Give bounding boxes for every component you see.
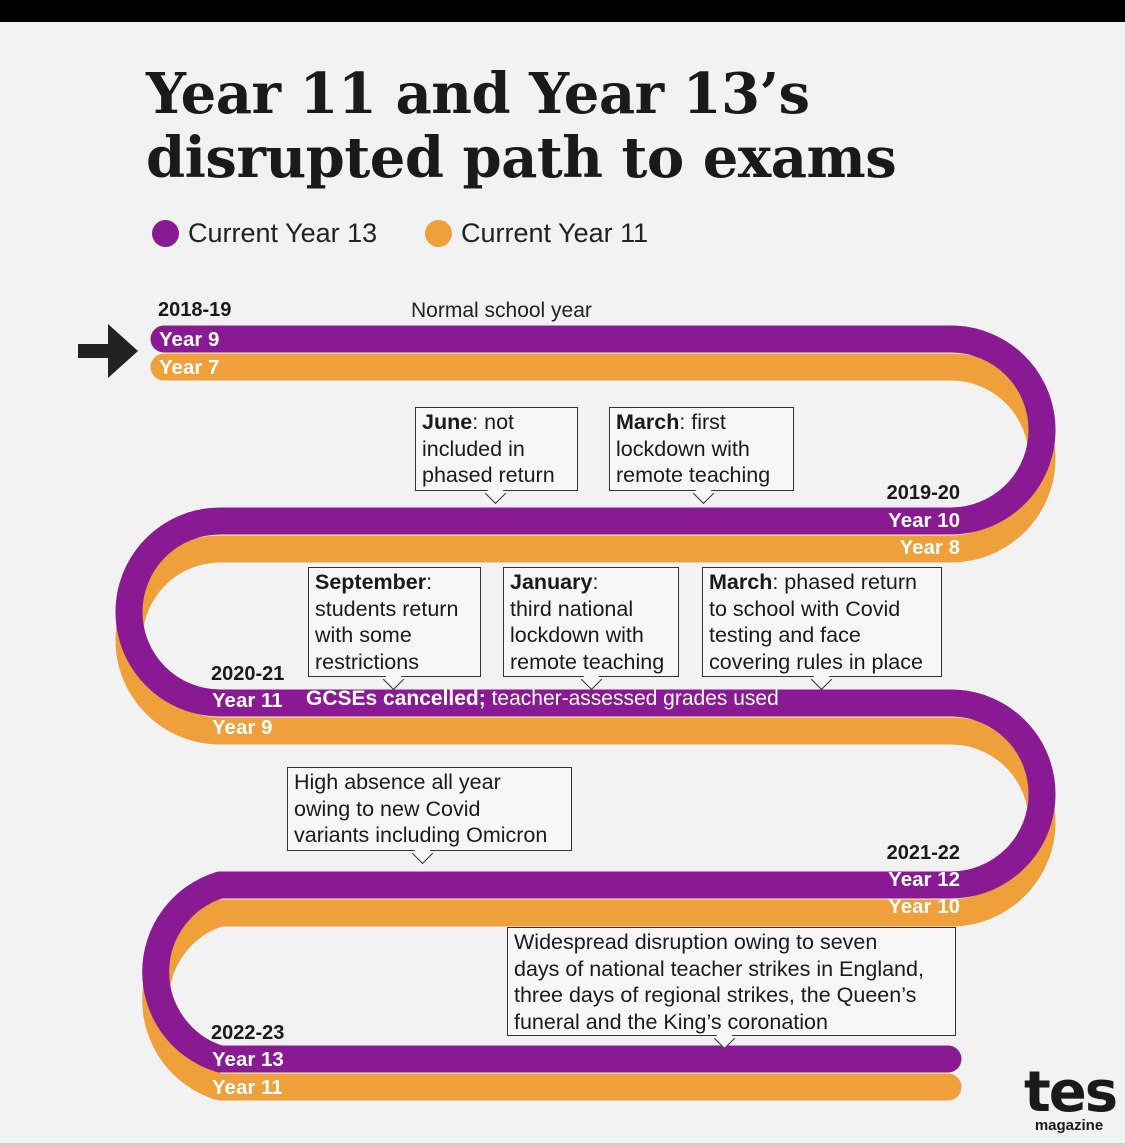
callout-march-phased-return: March: phased return to school with Covi…: [702, 567, 942, 691]
year-label-2022-23: 2022-23: [211, 1022, 285, 1044]
callout-september-line3: with some: [315, 623, 412, 647]
legend-label-year-13: Current Year 13: [188, 218, 378, 248]
callout-march-lockdown: March: first lockdown with remote teachi…: [609, 407, 794, 505]
track-label-year-10-orange: Year 10: [888, 895, 960, 918]
callout-june-line3: phased return: [422, 463, 555, 487]
legend-label-year-11: Current Year 11: [461, 218, 649, 248]
callout-january-line1: :: [592, 570, 599, 594]
callout-march2-line1: : phased return: [772, 570, 917, 594]
bottom-border: [0, 1143, 1125, 1146]
page-title: Year 11 and Year 13’s disrupted path to …: [146, 61, 897, 191]
track-label-year-9-purple: Year 9: [159, 328, 220, 351]
callout-strikes-line4: funeral and the King’s coronation: [514, 1009, 828, 1034]
normal-year-note: Normal school year: [411, 299, 592, 322]
callout-march2-line3: testing and face: [709, 623, 861, 647]
track-label-year-10-purple: Year 10: [888, 509, 960, 532]
callout-strikes-line3: three days of regional strikes, the Quee…: [514, 983, 917, 1007]
purple-path: [115, 325, 1056, 1073]
logo-sub: magazine: [1034, 1117, 1104, 1134]
legend-item-year-11: Current Year 11: [425, 218, 648, 249]
title-line-2: disrupted path to exams: [146, 125, 897, 191]
track-label-year-7-orange: Year 7: [159, 356, 220, 379]
callout-march2-line4: covering rules in place: [709, 649, 923, 674]
callout-march1-bold: March: [616, 410, 680, 434]
year-label-2018-19: 2018-19: [158, 299, 232, 321]
callout-january: January: third national lockdown with re…: [503, 567, 679, 691]
callout-march1-line3: remote teaching: [616, 463, 771, 487]
start-arrow-icon: [78, 324, 138, 378]
gcse-note: GCSEs cancelled; teacher-assessed grades…: [306, 687, 779, 711]
callout-march2-line2: to school with Covid: [709, 596, 901, 621]
callout-march2-bold: March: [709, 570, 773, 594]
callout-strikes: Widespread disruption owing to seven day…: [507, 927, 956, 1050]
callout-january-line2: third national: [510, 596, 634, 621]
title-line-1: Year 11 and Year 13’s: [146, 61, 810, 127]
callout-september-line1: :: [426, 570, 433, 594]
track-label-year-9-orange: Year 9: [212, 716, 273, 739]
callout-march1-line2: lockdown with: [616, 436, 750, 461]
track-label-year-13-purple: Year 13: [212, 1048, 284, 1071]
tes-logo: tes magazine: [1024, 1060, 1118, 1134]
callout-january-line4: remote teaching: [510, 649, 665, 674]
year-label-2021-22: 2021-22: [886, 842, 960, 864]
track-label-year-12-purple: Year 12: [888, 868, 960, 891]
callout-march1-line1: : first: [679, 410, 726, 434]
gcse-note-bold: GCSEs cancelled;: [306, 687, 486, 710]
callout-september-bold: September: [315, 570, 427, 594]
callout-june-bold: June: [422, 410, 473, 434]
logo-main: tes: [1024, 1060, 1118, 1125]
callout-absence-line1: High absence all year: [294, 770, 501, 794]
callout-june-line2: included in: [422, 436, 525, 461]
callout-september: September: students return with some res…: [308, 567, 481, 691]
callout-absence-line3: variants including Omicron: [294, 823, 548, 847]
callout-strikes-line2: days of national teacher strikes in Engl…: [514, 956, 924, 981]
callout-strikes-line1: Widespread disruption owing to seven: [514, 930, 878, 954]
callout-january-bold: January: [510, 570, 593, 594]
legend-purple-dot: [152, 220, 179, 247]
callout-september-line4: restrictions: [315, 649, 419, 674]
gcse-note-rest: teacher-assessed grades used: [485, 687, 779, 710]
legend-orange-dot: [425, 220, 452, 247]
callout-september-line2: students return: [315, 596, 459, 621]
callout-january-line3: lockdown with: [510, 623, 644, 647]
track-label-year-11-orange: Year 11: [212, 1076, 283, 1099]
legend-item-year-13: Current Year 13: [152, 218, 377, 249]
track-label-year-11-purple: Year 11: [212, 689, 283, 712]
track-label-year-8-orange: Year 8: [899, 536, 960, 559]
callout-high-absence: High absence all year owing to new Covid…: [287, 767, 572, 865]
year-label-2019-20: 2019-20: [886, 482, 960, 504]
orange-path: [115, 353, 1056, 1101]
callout-absence-line2: owing to new Covid: [294, 796, 481, 821]
top-bar: [0, 0, 1125, 22]
callout-june-line1: : not: [472, 410, 515, 434]
callout-june: June: not included in phased return: [415, 407, 578, 505]
year-label-2020-21: 2020-21: [211, 663, 285, 685]
